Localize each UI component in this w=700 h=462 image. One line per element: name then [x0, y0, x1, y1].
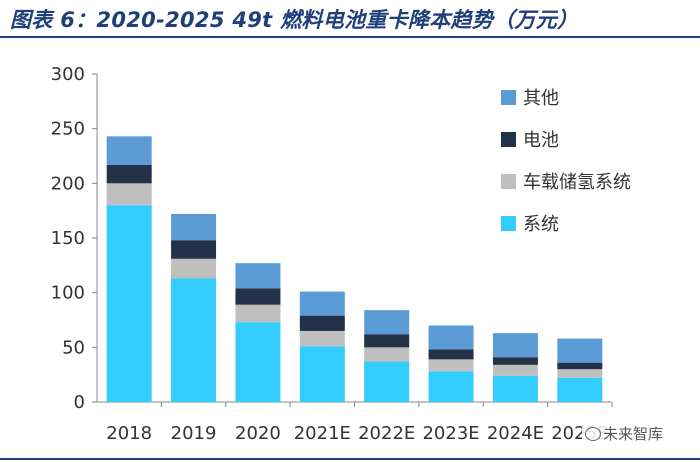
- legend-swatch: [501, 216, 516, 231]
- chart-title: 图表 6：2020-2025 49t 燃料电池重卡降本趋势（万元）: [10, 8, 579, 32]
- watermark: 未来智库: [582, 422, 667, 445]
- bar-segment: [299, 291, 345, 316]
- bar-segment: [171, 278, 217, 402]
- bar-segment: [299, 346, 345, 402]
- bar-segment: [364, 361, 410, 402]
- y-tick-label: 300: [51, 64, 85, 85]
- bar-segment: [364, 310, 410, 335]
- bar-segment: [235, 288, 281, 305]
- x-tick-label: 2018: [106, 423, 152, 444]
- legend-label: 其他: [523, 88, 559, 109]
- bar-segment: [235, 304, 281, 323]
- title-underline: [0, 36, 700, 38]
- legend-swatch: [501, 132, 516, 147]
- legend-swatch: [501, 90, 516, 105]
- bar-segment: [106, 164, 152, 184]
- x-tick-label: 2023E: [422, 423, 479, 444]
- bar-segment: [428, 325, 474, 350]
- bar-segment: [492, 375, 538, 402]
- bar-segment: [106, 183, 152, 206]
- bar-segment: [364, 347, 410, 362]
- bar-segment: [235, 322, 281, 402]
- title-band: 图表 6：2020-2025 49t 燃料电池重卡降本趋势（万元）: [0, 0, 700, 40]
- legend-label: 系统: [523, 214, 559, 235]
- bar-segment: [428, 359, 474, 372]
- bar-segment: [557, 362, 603, 370]
- legend-label: 电池: [523, 130, 559, 151]
- bar-segment: [557, 377, 603, 402]
- y-tick-label: 200: [51, 173, 85, 194]
- bar-segment: [428, 371, 474, 402]
- bar-segment: [557, 338, 603, 363]
- legend-swatch: [501, 174, 516, 189]
- bar-segment: [171, 213, 217, 241]
- bar-segment: [171, 240, 217, 259]
- y-tick-label: 0: [74, 392, 85, 413]
- bar-segment: [106, 136, 152, 165]
- y-tick-label: 250: [51, 119, 85, 140]
- bar-segment: [364, 334, 410, 348]
- bar-segment: [492, 364, 538, 376]
- wechat-icon: [585, 427, 601, 441]
- x-tick-label: 2024E: [487, 423, 544, 444]
- watermark-text: 未来智库: [603, 425, 664, 443]
- x-tick-label: 2022E: [358, 423, 415, 444]
- bar-segment: [557, 369, 603, 378]
- legend-label: 车载储氢系统: [523, 172, 631, 193]
- bar-segment: [235, 263, 281, 289]
- x-tick-label: 2019: [171, 423, 217, 444]
- bar-segment: [171, 258, 217, 279]
- bar-segment: [299, 315, 345, 331]
- bar-segment: [106, 205, 152, 402]
- bottom-rule: [0, 458, 700, 460]
- x-tick-label: 2020: [235, 423, 281, 444]
- bar-segment: [428, 349, 474, 360]
- bar-segment: [492, 333, 538, 358]
- y-tick-label: 150: [51, 228, 85, 249]
- bar-segment: [299, 330, 345, 347]
- y-tick-label: 100: [51, 283, 85, 304]
- bar-segment: [492, 357, 538, 365]
- x-tick-label: 2021E: [294, 423, 351, 444]
- y-tick-label: 50: [62, 337, 85, 358]
